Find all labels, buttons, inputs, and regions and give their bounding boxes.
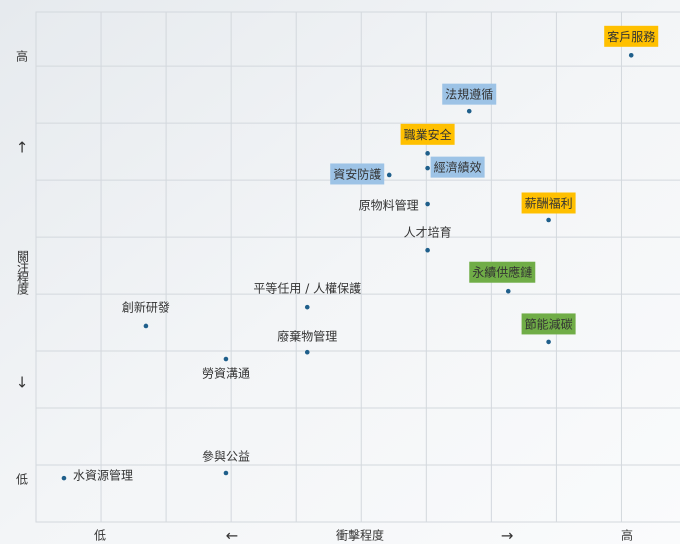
point [628, 53, 634, 58]
point-label: 薪酬福利 [525, 195, 573, 210]
y-axis-label: 高 [16, 49, 28, 64]
x-axis-label: 衝擊程度 [336, 528, 384, 543]
label-highlight [330, 163, 385, 185]
point-label: 水資源管理 [73, 468, 133, 483]
point [546, 339, 551, 345]
point [61, 475, 67, 481]
y-axis-label: 低 [16, 473, 28, 487]
label-highlight [604, 25, 659, 47]
point [425, 165, 430, 171]
point-label: 平等任用 / 人權保護 [253, 281, 361, 296]
label-highlight [400, 123, 455, 145]
point [425, 201, 430, 207]
point-label: 人才培育 [404, 225, 452, 240]
label-highlight [521, 313, 576, 335]
plot-frame [35, 11, 680, 523]
point [505, 288, 511, 294]
point [425, 151, 430, 156]
point [223, 356, 229, 362]
label-highlight [469, 261, 536, 283]
x-axis-label: 低 [94, 529, 106, 543]
x-axis-label: ← [226, 527, 239, 544]
point-label: 經濟績效 [434, 160, 482, 175]
point [425, 247, 430, 253]
point [546, 217, 551, 223]
y-axis-label: 關注程度 [16, 250, 30, 295]
x-axis-label: 高 [621, 528, 633, 543]
x-axis-label: → [501, 527, 514, 544]
point-label: 客戶服務 [607, 29, 655, 44]
point-label: 原物料管理 [359, 198, 419, 213]
point-label: 節能減碳 [525, 316, 573, 331]
point [304, 349, 310, 355]
label-highlight [442, 83, 497, 105]
point-label: 永續供應鏈 [472, 265, 532, 280]
point [386, 172, 392, 178]
point [466, 108, 472, 114]
point-label: 創新研發 [122, 299, 170, 314]
point [304, 304, 310, 310]
point-label: 職業安全 [404, 127, 452, 142]
label-highlight [521, 192, 576, 214]
point-label: 參與公益 [202, 448, 250, 463]
point [143, 323, 149, 329]
point-label: 勞資溝通 [202, 367, 250, 381]
y-axis-label: ↓ [16, 374, 29, 392]
y-axis-label: ↑ [16, 139, 29, 157]
point-label: 廢棄物管理 [277, 329, 337, 344]
point [223, 470, 229, 476]
point-label: 資安防護 [333, 166, 381, 181]
point-label: 法規遵循 [445, 87, 493, 102]
label-highlight [430, 156, 485, 178]
grid [36, 12, 680, 522]
